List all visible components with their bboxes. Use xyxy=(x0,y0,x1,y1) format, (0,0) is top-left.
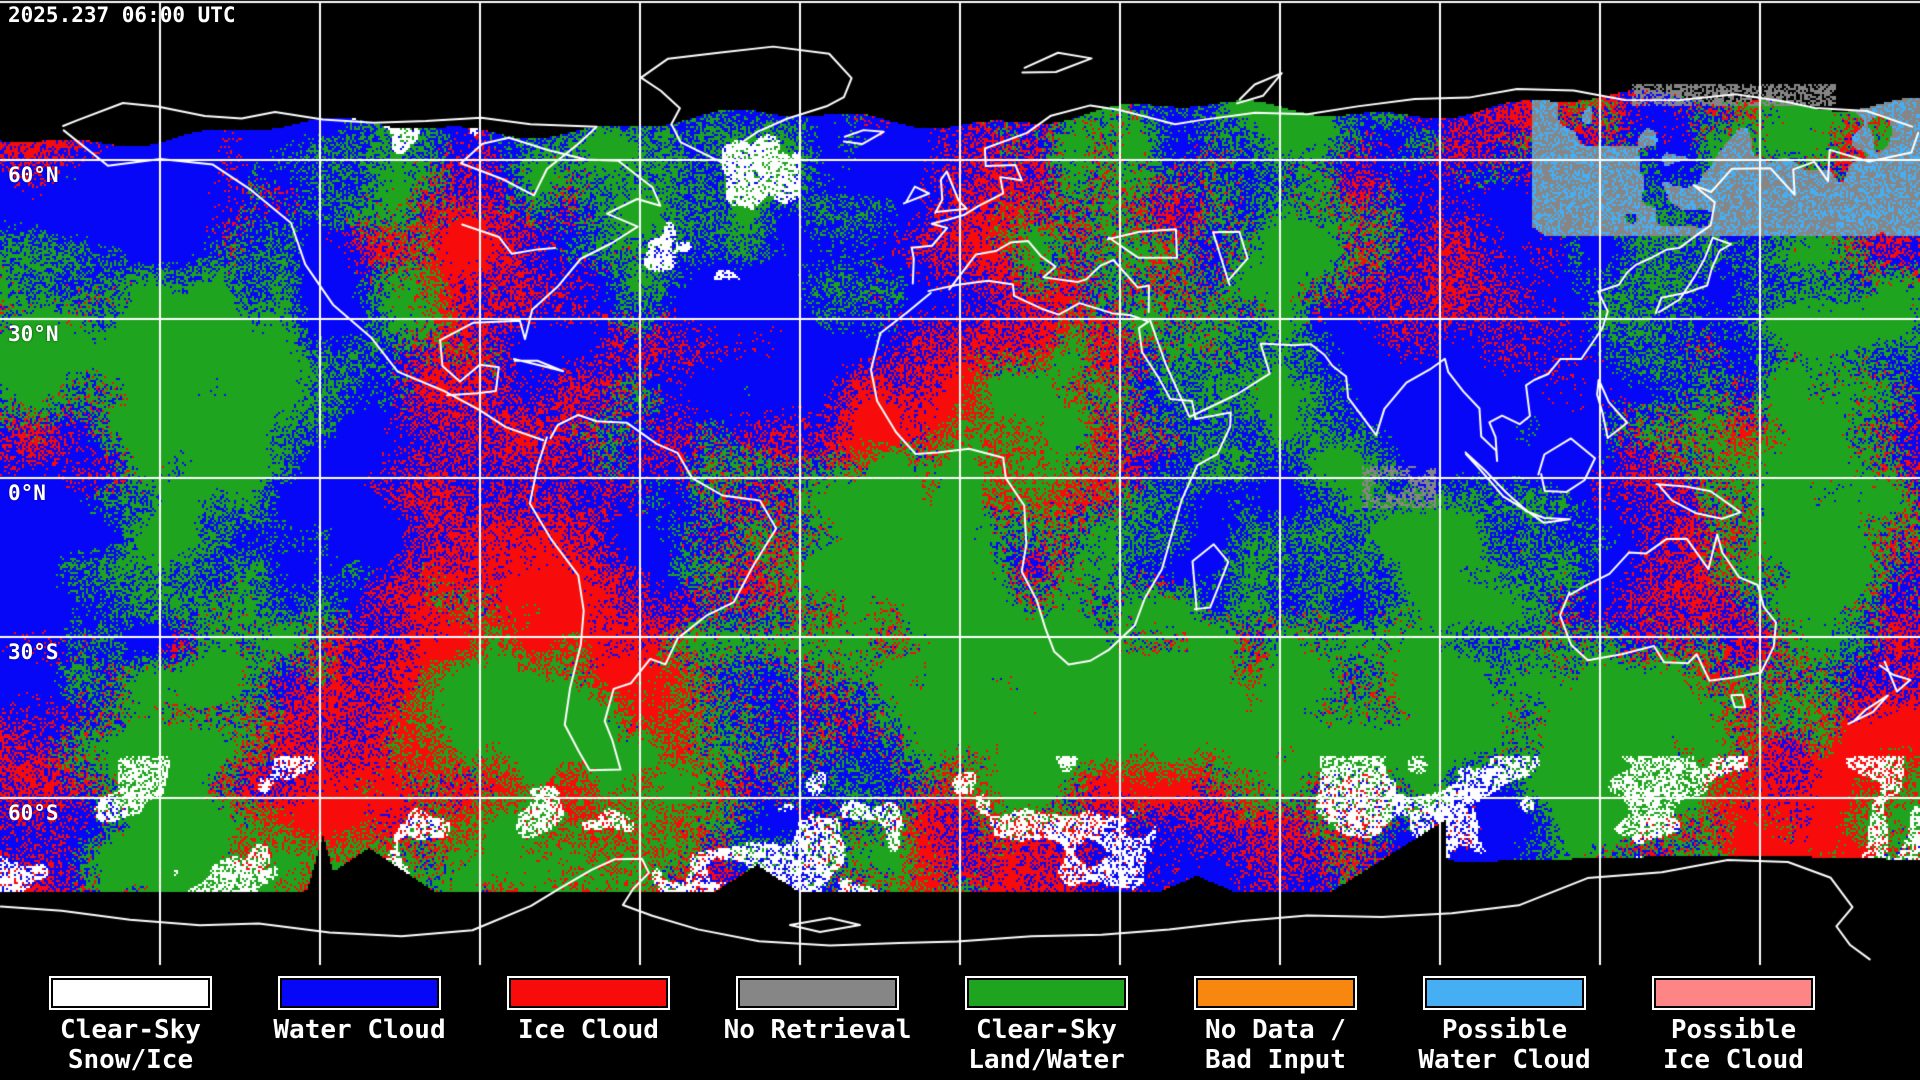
latitude-label-30s: 30°S xyxy=(8,640,59,664)
latitude-label-30n: 30°N xyxy=(8,322,59,346)
latitude-label-60s: 60°S xyxy=(8,801,59,825)
timestamp-label: 2025.237 06:00 UTC xyxy=(8,3,236,27)
latitude-label-0n: 0°N xyxy=(8,481,46,505)
latitude-label-60n: 60°N xyxy=(8,163,59,187)
